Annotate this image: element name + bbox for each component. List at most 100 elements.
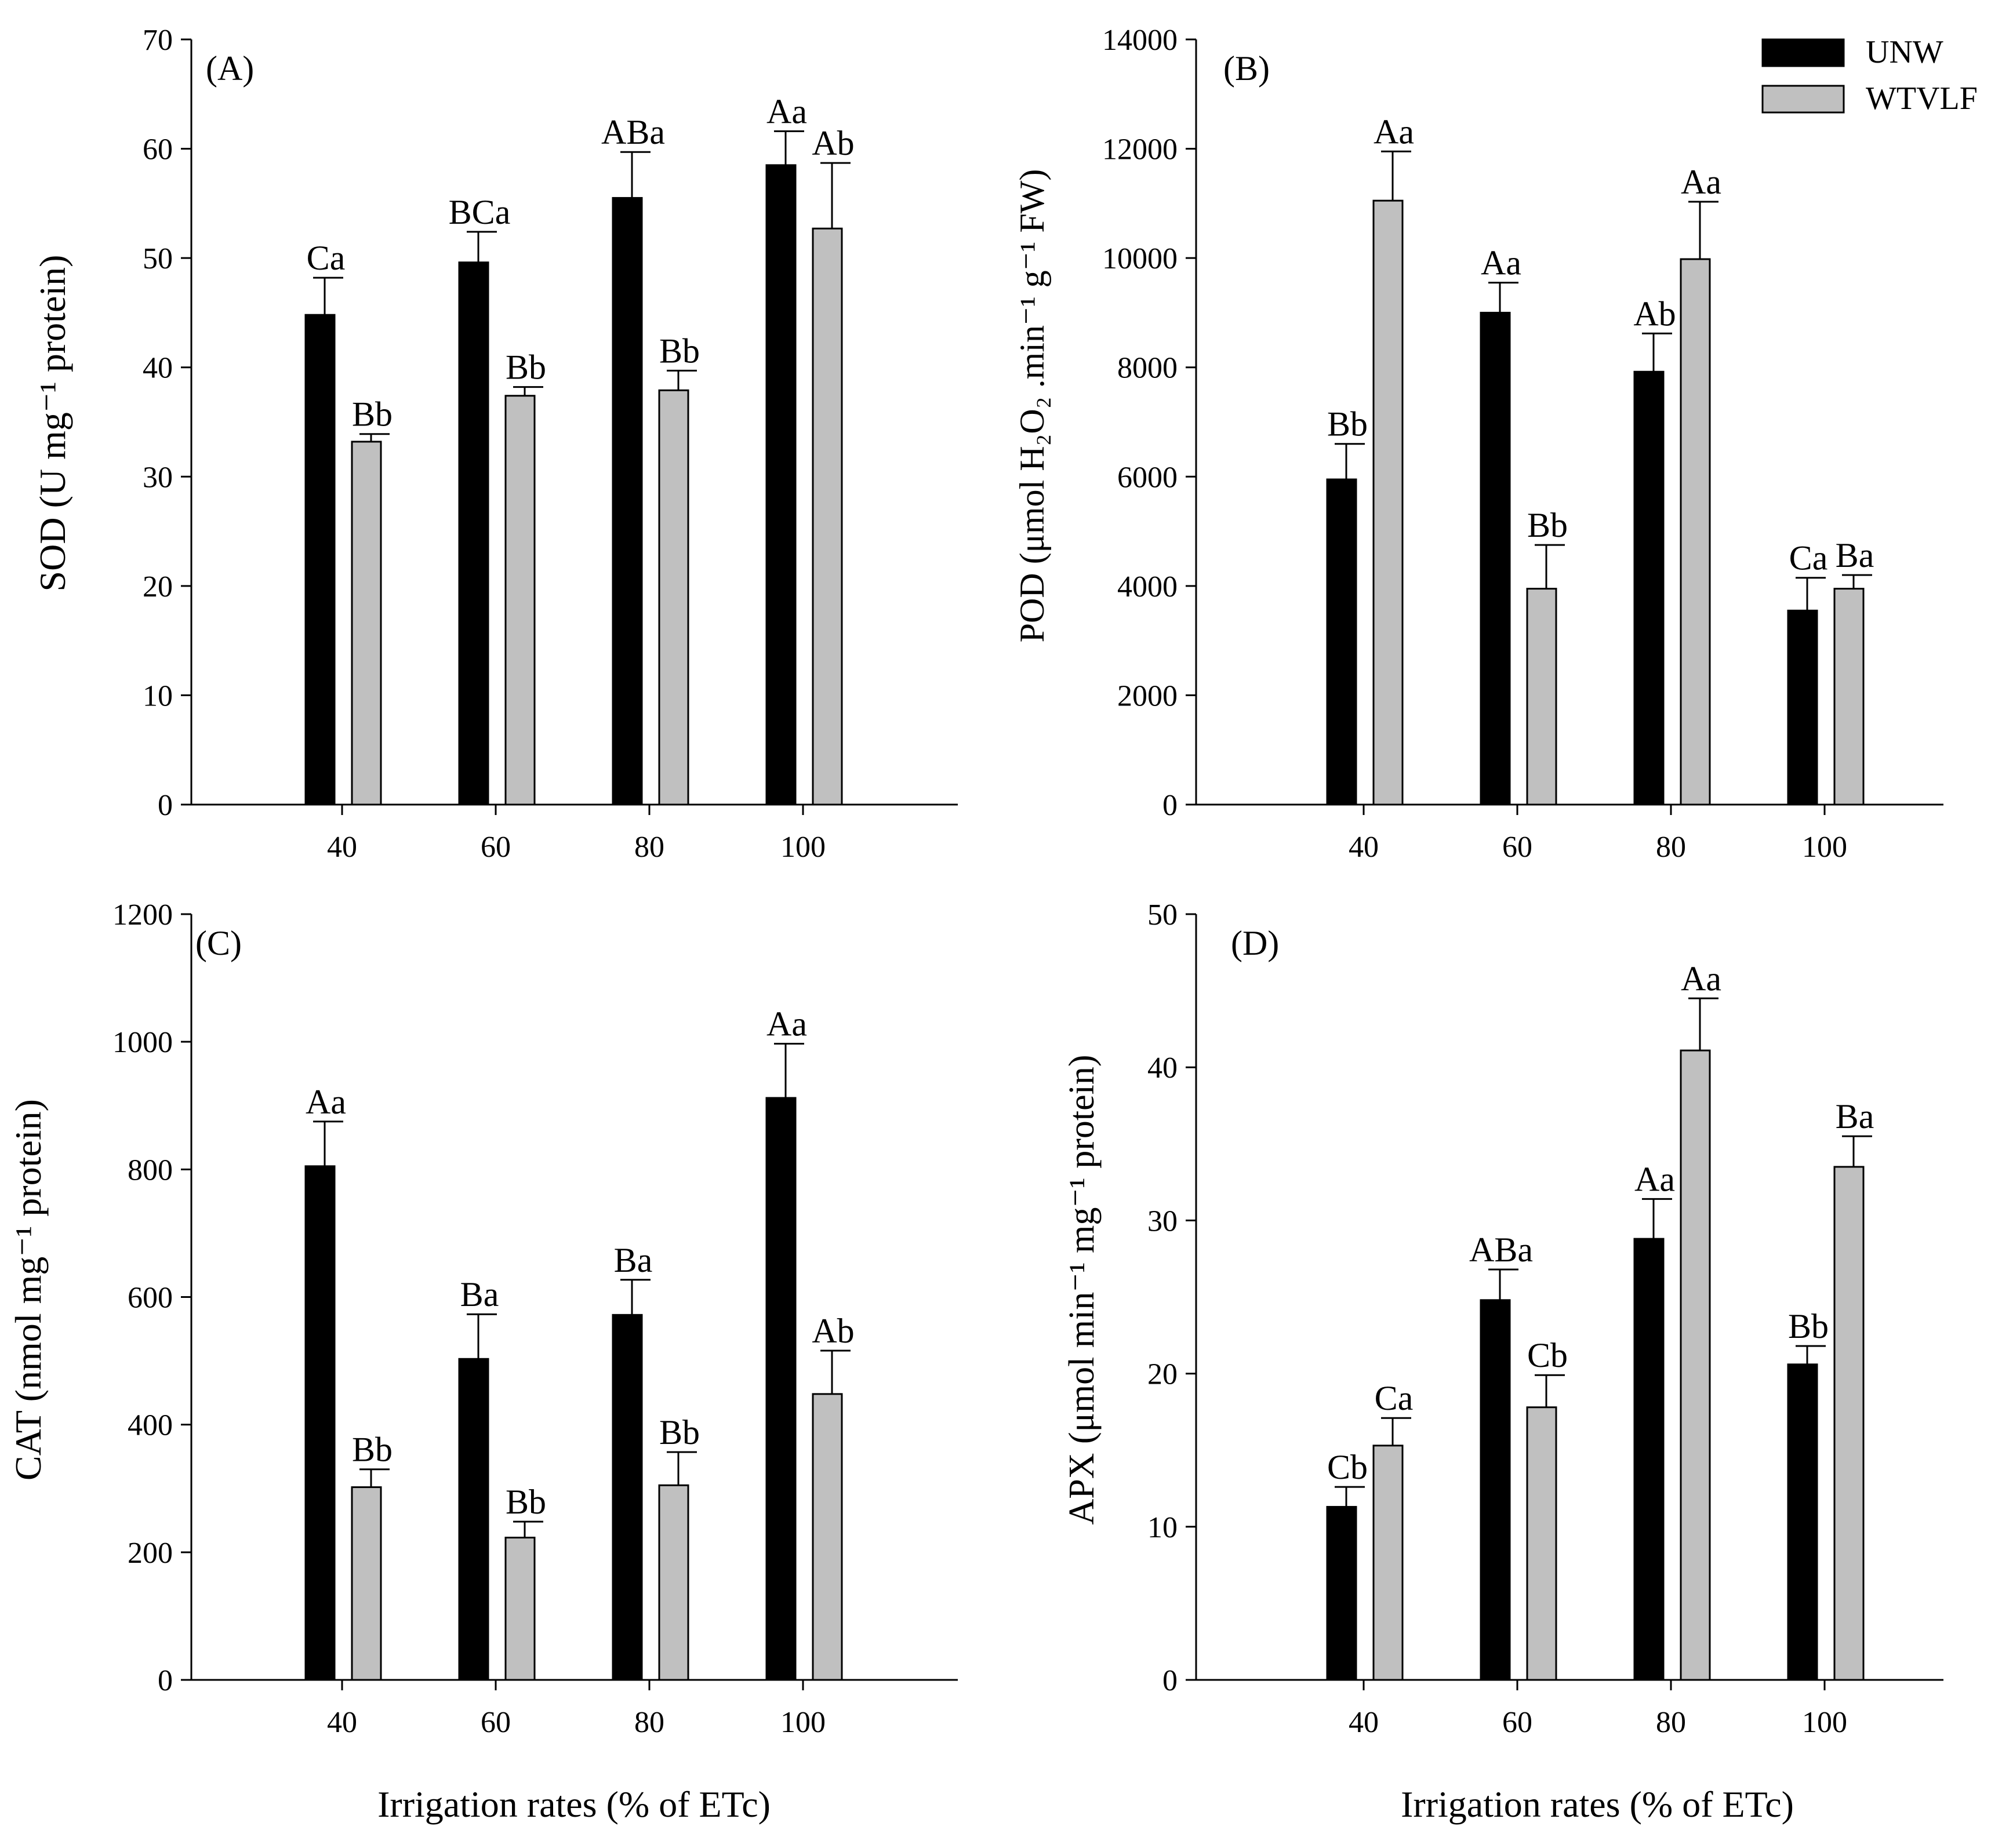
significance-label: Ba bbox=[460, 1275, 499, 1314]
y-tick-label: 30 bbox=[143, 461, 173, 494]
y-tick-label: 10 bbox=[143, 679, 173, 712]
y-axis-label: SOD (U mg⁻¹ protein) bbox=[32, 255, 73, 592]
significance-label: ABa bbox=[1469, 1231, 1533, 1269]
significance-label: Bb bbox=[659, 332, 700, 370]
x-tick-label: 80 bbox=[634, 1706, 664, 1739]
x-tick-label: 60 bbox=[481, 831, 511, 864]
significance-label: Ba bbox=[614, 1241, 653, 1279]
bar-wtvlf-100 bbox=[1833, 1166, 1865, 1681]
significance-label: Bb bbox=[352, 1431, 393, 1469]
y-tick-label: 800 bbox=[128, 1154, 173, 1187]
significance-label: Aa bbox=[1681, 163, 1721, 201]
significance-label: Bb bbox=[1327, 405, 1368, 443]
x-tick-label: 80 bbox=[1656, 1706, 1686, 1739]
significance-label: ABa bbox=[601, 113, 665, 151]
bar-unw-100 bbox=[765, 164, 797, 806]
y-tick-label: 12000 bbox=[1102, 133, 1178, 166]
y-tick-label: 70 bbox=[143, 24, 173, 57]
y-tick-label: 0 bbox=[1162, 789, 1178, 822]
x-tick-label: 60 bbox=[1502, 1706, 1532, 1739]
bar-wtvlf-100 bbox=[812, 227, 843, 806]
y-tick-label: 40 bbox=[143, 352, 173, 385]
chart-panel-a: 0 10 20 30 40 50 60 70 40 60 80 100 Ca BCa ABa Aa Bb Bb Bb… bbox=[32, 24, 958, 864]
bar-unw-60 bbox=[1480, 311, 1511, 806]
x-tick-label: 60 bbox=[481, 1706, 511, 1739]
y-tick-label: 2000 bbox=[1117, 679, 1178, 712]
y-tick-label: 600 bbox=[128, 1282, 173, 1315]
significance-label: Aa bbox=[1374, 112, 1414, 151]
y-tick-label: 0 bbox=[158, 1664, 173, 1697]
bar-wtvlf-60 bbox=[1526, 1406, 1557, 1681]
bar-unw-80 bbox=[612, 1314, 643, 1681]
significance-label: Ba bbox=[1836, 536, 1874, 574]
x-tick-label: 40 bbox=[1349, 831, 1379, 864]
bar-wtvlf-100 bbox=[812, 1393, 843, 1681]
y-tick-label: 14000 bbox=[1102, 24, 1178, 57]
significance-label: Aa bbox=[1681, 959, 1721, 998]
significance-label: Aa bbox=[766, 1005, 807, 1043]
bar-wtvlf-60 bbox=[504, 395, 536, 806]
bar-unw-40 bbox=[1326, 478, 1357, 806]
y-tick-label: 40 bbox=[1147, 1052, 1178, 1085]
bar-unw-100 bbox=[765, 1097, 797, 1681]
x-tick-label: 40 bbox=[1349, 1706, 1379, 1739]
significance-label: Ca bbox=[307, 239, 346, 277]
bar-unw-60 bbox=[458, 1358, 489, 1681]
significance-label: Bb bbox=[1527, 506, 1568, 544]
y-axis-label: CAT (nmol mg⁻¹ protein) bbox=[8, 1099, 49, 1480]
significance-label: Ab bbox=[1633, 294, 1676, 333]
y-tick-label: 6000 bbox=[1117, 461, 1178, 494]
bar-wtvlf-60 bbox=[1526, 588, 1557, 806]
bar-unw-80 bbox=[1633, 370, 1665, 806]
bar-unw-60 bbox=[1480, 1299, 1511, 1681]
bar-wtvlf-40 bbox=[1372, 1445, 1404, 1681]
significance-label: Aa bbox=[766, 92, 807, 130]
significance-label: BCa bbox=[449, 193, 511, 231]
chart-panel-c: 0 200 400 600 800 1000 1200 40 60 80 100 Aa Ba Ba Aa Bb… bbox=[8, 898, 958, 1739]
significance-label: Bb bbox=[506, 1483, 546, 1521]
bar-unw-100 bbox=[1787, 609, 1818, 806]
panel-label: (C) bbox=[195, 924, 242, 962]
panel-label: (B) bbox=[1223, 49, 1270, 88]
significance-label: Bb bbox=[659, 1413, 700, 1452]
y-tick-label: 4000 bbox=[1117, 570, 1178, 603]
bar-wtvlf-80 bbox=[658, 1484, 689, 1681]
x-tick-label: 60 bbox=[1502, 831, 1532, 864]
bar-unw-40 bbox=[1326, 1505, 1357, 1681]
y-tick-label: 1200 bbox=[112, 898, 173, 932]
y-axis-label: APX (μmol min⁻¹ mg⁻¹ protein) bbox=[1062, 1055, 1102, 1525]
x-tick-label: 80 bbox=[1656, 831, 1686, 864]
bar-unw-80 bbox=[1633, 1238, 1665, 1681]
bar-unw-40 bbox=[304, 314, 336, 806]
significance-label: Ca bbox=[1375, 1379, 1414, 1417]
significance-label: Bb bbox=[1788, 1307, 1829, 1345]
x-tick-label: 40 bbox=[327, 1706, 357, 1739]
y-tick-label: 20 bbox=[1147, 1358, 1178, 1391]
chart-panel-b: 0 2000 4000 6000 8000 10000 12000 14000 40 60 80 10… bbox=[1013, 24, 1943, 864]
significance-label: Bb bbox=[506, 348, 546, 387]
bar-unw-40 bbox=[304, 1165, 336, 1681]
bar-wtvlf-80 bbox=[1680, 258, 1711, 806]
bar-wtvlf-100 bbox=[1833, 588, 1865, 806]
y-tick-label: 0 bbox=[158, 789, 173, 822]
x-tick-label: 40 bbox=[327, 831, 357, 864]
significance-label: Ab bbox=[812, 124, 854, 162]
significance-label: Cb bbox=[1327, 1448, 1368, 1486]
bar-wtvlf-80 bbox=[658, 389, 689, 806]
significance-label: Ca bbox=[1789, 539, 1828, 577]
y-tick-label: 10000 bbox=[1102, 242, 1178, 275]
significance-label: Aa bbox=[1481, 244, 1521, 282]
legend: UNW WTVLF bbox=[1761, 34, 1978, 117]
y-tick-label: 0 bbox=[1162, 1664, 1178, 1697]
x-tick-label: 100 bbox=[1802, 1706, 1847, 1739]
bar-unw-80 bbox=[612, 197, 643, 806]
significance-label: Aa bbox=[306, 1083, 346, 1121]
significance-label: Aa bbox=[1634, 1160, 1675, 1198]
y-tick-label: 50 bbox=[143, 242, 173, 275]
legend-label-unw: UNW bbox=[1866, 34, 1943, 70]
x-axis-label-left: Irrigation rates (% of ETc) bbox=[377, 1784, 771, 1825]
y-tick-label: 50 bbox=[1147, 898, 1178, 932]
significance-label: Ab bbox=[812, 1312, 854, 1350]
y-tick-label: 20 bbox=[143, 570, 173, 603]
